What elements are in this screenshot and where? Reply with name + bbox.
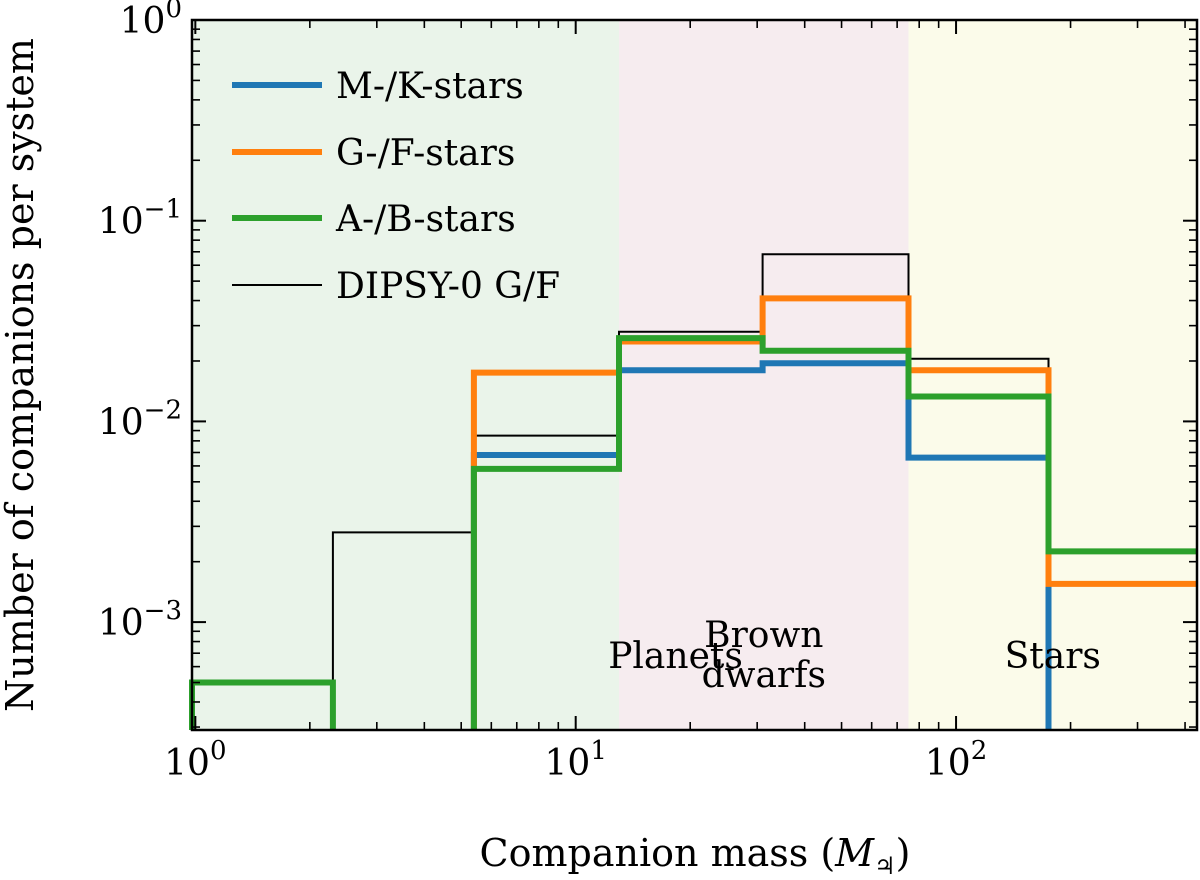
legend: M-/K-stars G-/F-stars A-/B-stars DIPSY-0 G/… (232, 66, 560, 307)
y-tick-label-3: 10−2 (98, 395, 182, 443)
legend-label-1: M-/K-stars (336, 66, 524, 107)
x-axis-label-subscript: ♃ (874, 852, 896, 880)
x-tick-base: 10 (925, 743, 971, 784)
x-tick-exponent: 0 (210, 736, 227, 766)
region-label-line: dwarfs (702, 655, 826, 696)
region-label-line: Planets (608, 636, 743, 677)
y-tick-base: 10 (98, 202, 144, 243)
plot-frame (190, 18, 1199, 732)
x-axis-label-symbol: M (834, 831, 875, 875)
legend-label-4: DIPSY-0 G/F (336, 266, 560, 307)
x-axis-label: Companion mass (M♃) (480, 831, 911, 880)
series-line-4 (331, 253, 1050, 730)
legend-label-3: A-/B-stars (335, 199, 516, 240)
y-tick-exponent: −1 (144, 195, 182, 225)
y-tick-label-4: 10−3 (98, 596, 182, 644)
region-label-1: Planets (608, 636, 743, 677)
region-label-line: Brown (704, 615, 823, 656)
y-tick-base: 10 (98, 603, 144, 644)
x-tick-base: 10 (545, 743, 591, 784)
x-tick-exponent: 1 (590, 736, 607, 766)
x-axis-label-end: ) (896, 831, 911, 875)
region-band-3 (908, 20, 1197, 730)
region-label-2: Brown dwarfs (702, 615, 826, 696)
y-tick-base: 10 (120, 1, 166, 42)
x-axis-label-main: Companion mass ( (480, 831, 836, 875)
series-layer (189, 253, 1197, 730)
x-tick-label-2: 101 (545, 736, 607, 784)
x-tick-label-3: 102 (925, 736, 987, 784)
region-label-3: Stars (1005, 636, 1101, 677)
legend-label-2: G-/F-stars (336, 133, 515, 174)
x-tick-exponent: 2 (971, 736, 988, 766)
y-axis-label: Number of companions per system (0, 38, 42, 712)
y-tick-exponent: −2 (144, 395, 182, 425)
x-tick-label-1: 100 (164, 736, 226, 784)
series-line-1 (470, 360, 1052, 730)
y-tick-label-1: 100 (120, 0, 182, 42)
y-tick-exponent: 0 (165, 0, 182, 24)
y-tick-exponent: −3 (144, 596, 182, 626)
x-tick-base: 10 (164, 743, 210, 784)
region-label-line: Stars (1005, 636, 1101, 677)
region-band-2 (619, 20, 909, 730)
y-tick-label-2: 10−1 (98, 195, 182, 243)
y-tick-base: 10 (98, 402, 144, 443)
